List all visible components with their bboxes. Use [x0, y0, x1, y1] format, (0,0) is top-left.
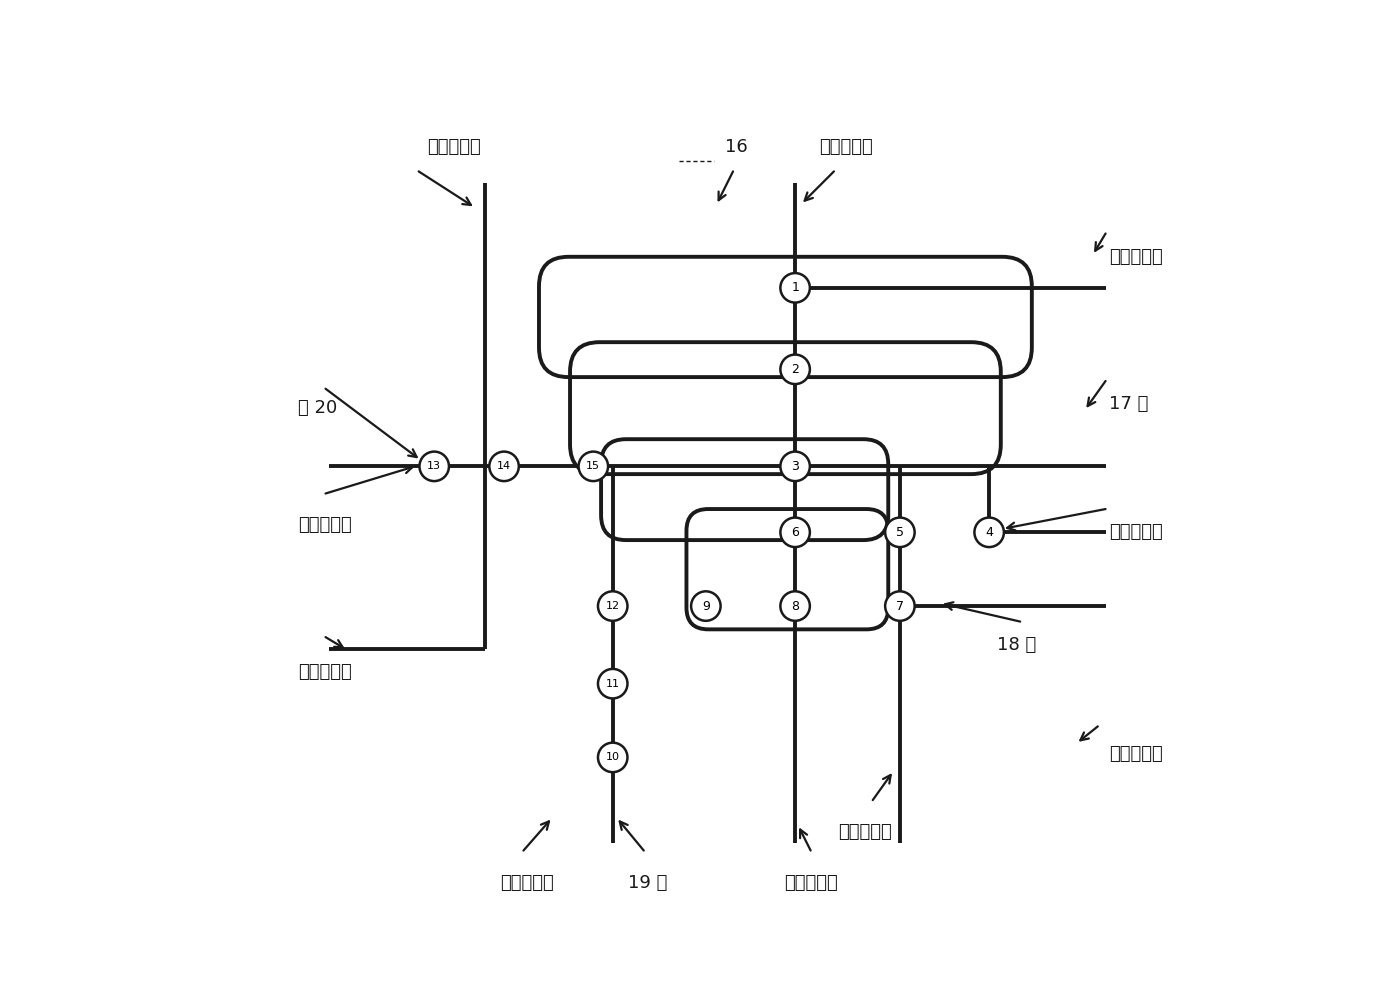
Text: 16: 16 [725, 138, 748, 156]
Text: 9: 9 [701, 600, 710, 613]
Text: 5: 5 [896, 526, 904, 539]
Text: 3: 3 [791, 460, 799, 473]
Circle shape [598, 669, 627, 699]
Text: 第二输入端: 第二输入端 [1109, 523, 1163, 541]
Text: 第一输入端: 第一输入端 [819, 138, 872, 156]
Text: 第五输入端: 第五输入端 [298, 515, 353, 533]
Text: 五 20: 五 20 [298, 399, 337, 417]
Circle shape [692, 592, 721, 621]
Text: 17 二: 17 二 [1109, 395, 1149, 413]
Circle shape [598, 743, 627, 772]
Circle shape [490, 452, 519, 481]
Text: 第五输出端: 第五输出端 [298, 663, 353, 681]
Circle shape [780, 517, 809, 547]
Circle shape [780, 592, 809, 621]
Text: 18 三: 18 三 [997, 636, 1036, 654]
Text: 第一输出端: 第一输出端 [427, 138, 480, 156]
Circle shape [885, 592, 914, 621]
Text: 1: 1 [791, 281, 799, 294]
Text: 第四输入端: 第四输入端 [500, 874, 554, 892]
Circle shape [974, 517, 1004, 547]
Circle shape [780, 452, 809, 481]
Text: 第二输出端: 第二输出端 [1109, 248, 1163, 266]
Text: 第四输出端: 第四输出端 [784, 874, 837, 892]
Text: 第三输入端: 第三输入端 [839, 824, 892, 842]
Circle shape [420, 452, 449, 481]
Text: 10: 10 [606, 752, 620, 762]
Text: 6: 6 [791, 526, 799, 539]
Text: 7: 7 [896, 600, 904, 613]
Text: 8: 8 [791, 600, 799, 613]
Circle shape [598, 592, 627, 621]
Text: 4: 4 [986, 526, 993, 539]
Text: 第三输出端: 第三输出端 [1109, 745, 1163, 762]
Text: 13: 13 [427, 462, 441, 472]
Text: 14: 14 [497, 462, 511, 472]
Circle shape [578, 452, 608, 481]
Circle shape [885, 517, 914, 547]
Text: 12: 12 [606, 601, 620, 611]
Text: 19 四: 19 四 [629, 874, 668, 892]
Circle shape [780, 273, 809, 302]
Text: 11: 11 [606, 678, 620, 688]
Text: 15: 15 [587, 462, 601, 472]
Text: 2: 2 [791, 363, 799, 376]
Circle shape [780, 355, 809, 384]
